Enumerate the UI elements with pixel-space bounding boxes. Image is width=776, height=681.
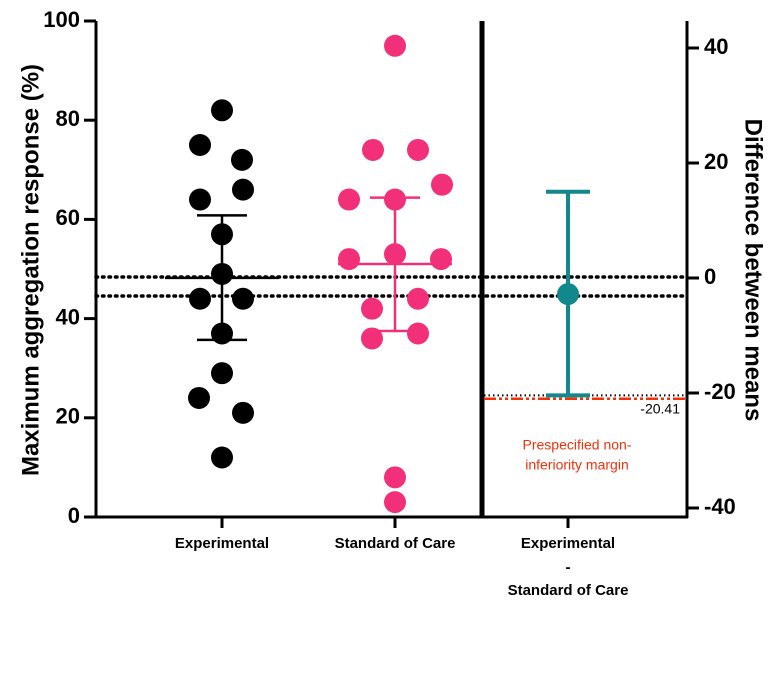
standard-of-care-data-point [338,248,360,271]
category-label-experimental: Experimental [175,535,269,552]
right-tick-label: 20 [704,149,728,174]
standard-of-care-data-point [361,327,383,350]
standard-of-care-data-point [384,34,406,57]
experimental-data-point [232,178,254,201]
experimental-data-point [189,134,211,156]
left-tick-label: 20 [56,404,80,429]
experimental-data-point [188,386,210,409]
right-tick-label: 0 [704,264,716,289]
category-label-difference-line1: Experimental [521,535,615,552]
experimental-data-point [189,188,211,211]
standard-of-care-data-point [338,188,360,211]
standard-of-care-data-point [431,173,453,196]
experimental-data-point [211,262,233,285]
left-tick-label: 100 [43,7,80,32]
left-axis-title: Maximum aggregation response (%) [17,64,44,476]
left-tick-label: 0 [68,503,80,528]
standard-of-care-data-point [407,287,429,310]
experimental-data-point [231,148,253,171]
experimental-data-point [232,287,254,310]
category-label-standard-of-care: Standard of Care [335,535,456,552]
left-tick-label: 40 [56,304,80,329]
standard-of-care-data-point [407,138,429,161]
experimental-data-point [211,99,233,122]
left-tick-label: 80 [56,106,80,131]
standard-of-care-data-point [384,243,406,266]
standard-of-care-data-point [384,491,406,514]
experimental-data-point [211,322,233,345]
standard-of-care-data-point [362,138,384,161]
standard-of-care-data-point [430,248,452,271]
standard-of-care-data-point [361,297,383,320]
non-inferiority-label-line2: inferiority margin [525,457,628,473]
left-tick-label: 60 [56,205,80,230]
difference-estimate-point [557,283,579,306]
experimental-data-point [211,362,233,385]
ci-lower-bound-label: -20.41 [640,401,680,417]
right-tick-label: -40 [704,494,736,519]
right-axis-title: Difference between means [740,119,767,422]
experimental-data-point [211,446,233,469]
right-tick-label: 40 [704,34,728,59]
right-tick-label: -20 [704,379,736,404]
experimental-data-point [211,223,233,246]
experimental-data-point [232,401,254,424]
standard-of-care-data-point [384,466,406,489]
experimental-data-point [189,287,211,310]
category-label-difference-line2: - [566,559,571,576]
non-inferiority-label-line1: Prespecified non- [523,437,632,453]
category-label-difference-line3: Standard of Care [508,582,629,599]
standard-of-care-data-point [384,188,406,211]
standard-of-care-data-point [407,322,429,345]
